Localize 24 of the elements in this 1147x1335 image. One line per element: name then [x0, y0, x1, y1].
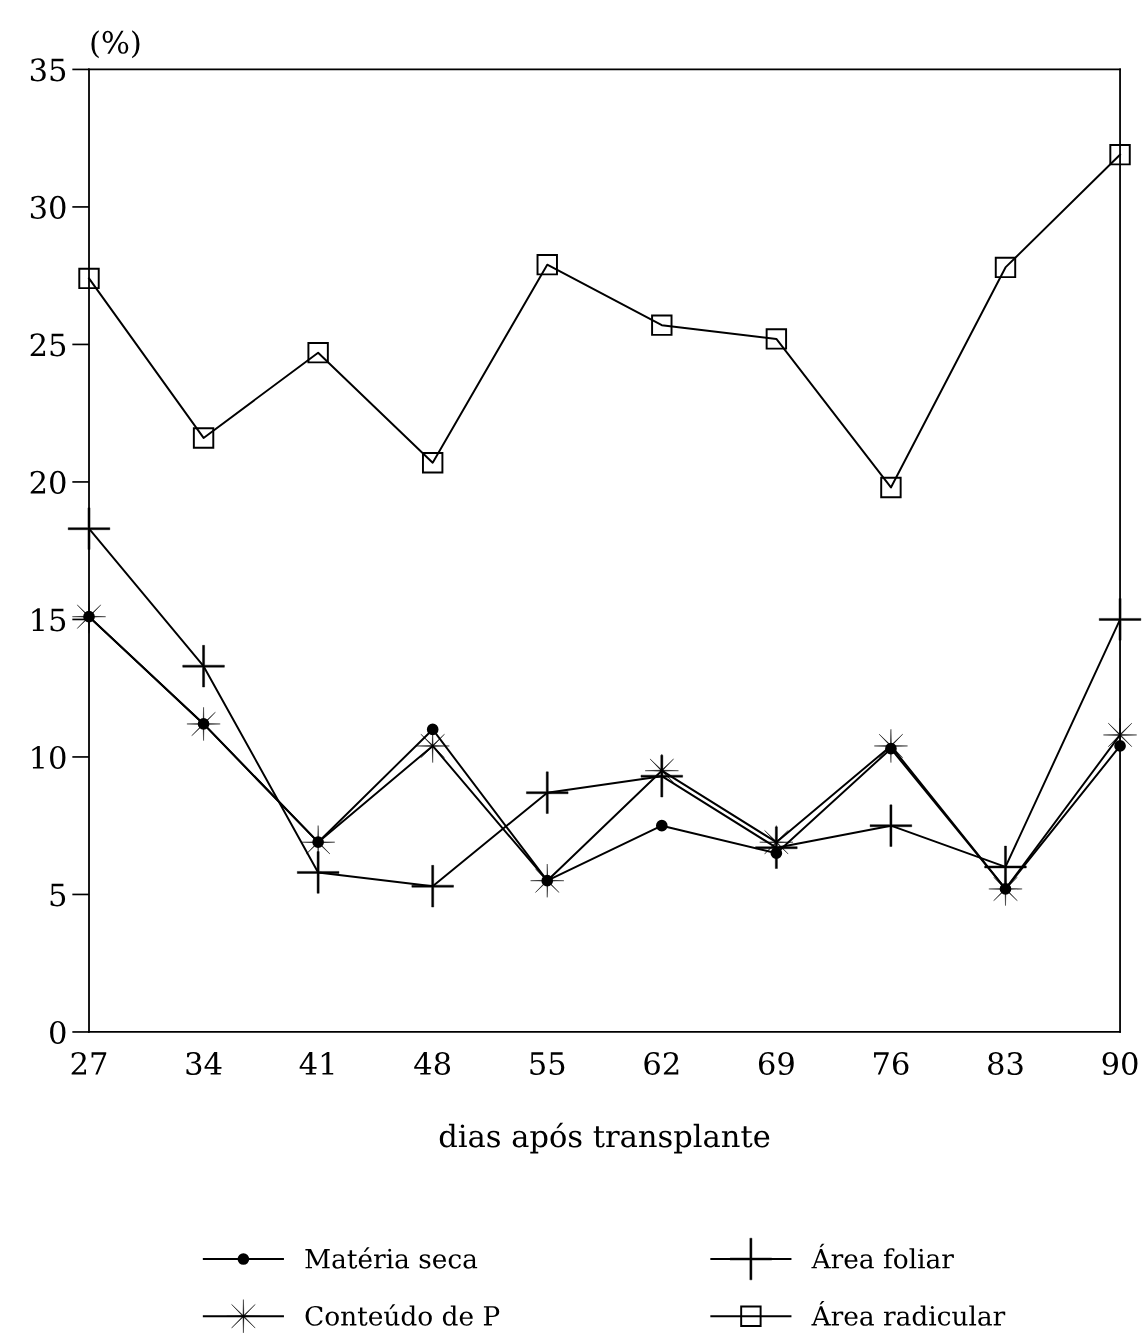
y-tick-label: 30 [30, 195, 66, 219]
legend-label: Área foliar [811, 1243, 954, 1269]
x-tick-label: 90 [1102, 1051, 1138, 1076]
y-tick-label: 20 [30, 470, 66, 494]
legend-label: Matéria seca [305, 1247, 478, 1269]
x-tick-label: 62 [644, 1051, 679, 1076]
x-tick-label: 27 [71, 1051, 107, 1075]
y-tick-label: 15 [32, 608, 66, 632]
y-axis-title: (%) [91, 30, 140, 59]
x-tick-label: 48 [414, 1051, 451, 1076]
x-tick-label: 69 [758, 1051, 794, 1076]
y-tick-label: 35 [30, 58, 66, 82]
x-tick-label: 76 [874, 1051, 909, 1076]
legend-label: Área radicular [811, 1301, 1006, 1326]
x-tick-label: 83 [988, 1051, 1023, 1076]
y-tick-label: 25 [30, 333, 66, 357]
x-tick-label: 55 [530, 1052, 565, 1076]
x-axis-title: dias após transplante [439, 1122, 770, 1154]
legend-label: Conteúdo de P [305, 1304, 500, 1326]
x-tick-label: 41 [299, 1051, 334, 1075]
y-tick-label: 5 [50, 883, 66, 907]
x-tick-label: 34 [186, 1051, 222, 1076]
y-tick-label: 0 [50, 1020, 66, 1044]
y-tick-label: 10 [32, 745, 66, 769]
